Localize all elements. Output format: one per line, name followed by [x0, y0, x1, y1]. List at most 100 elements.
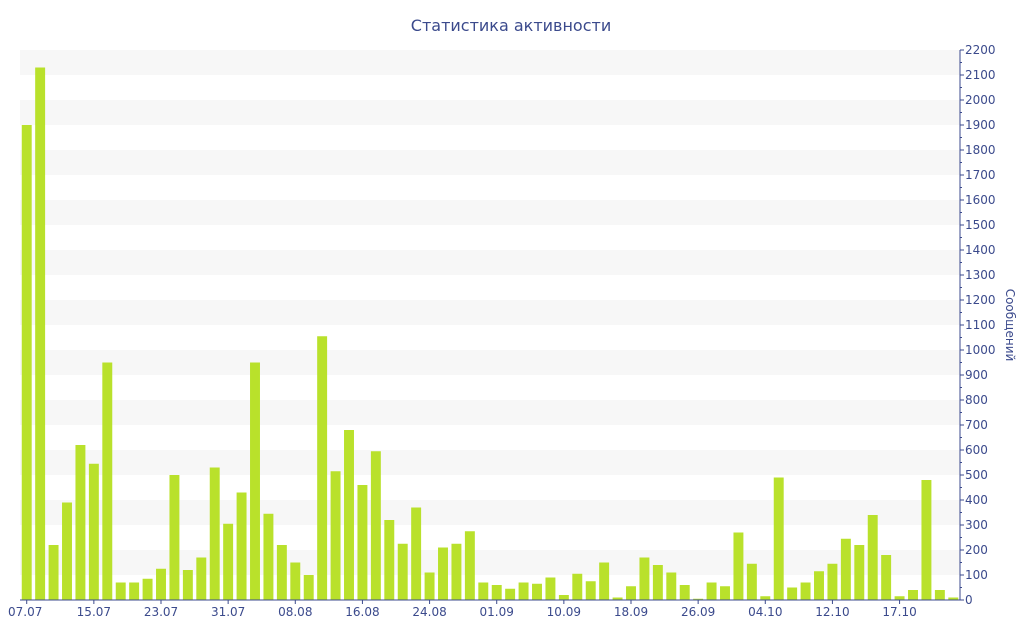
grid-band	[20, 200, 960, 225]
bar	[424, 572, 435, 600]
bar	[693, 598, 704, 600]
bar	[505, 588, 516, 600]
bar	[169, 475, 180, 600]
bar	[840, 538, 851, 600]
bar	[21, 125, 32, 600]
bar	[62, 502, 72, 600]
grid-band	[20, 100, 960, 125]
bar	[518, 582, 529, 600]
bar	[787, 587, 798, 600]
bar	[773, 477, 784, 600]
x-tick-label: 16.08	[345, 605, 379, 619]
grid-band	[20, 450, 960, 475]
y-tick-label: 500	[965, 468, 988, 482]
x-tick-label: 04.10	[748, 605, 782, 619]
y-tick-label: 300	[965, 518, 988, 532]
y-tick-label: 0	[965, 593, 973, 607]
bar	[666, 572, 677, 600]
bars	[21, 67, 959, 600]
bar	[532, 583, 542, 600]
bar	[746, 563, 757, 600]
bar	[142, 578, 153, 600]
x-tick-label: 07.07	[8, 605, 42, 619]
bar	[129, 582, 140, 600]
bar	[558, 595, 569, 600]
bar	[921, 480, 932, 600]
bar	[948, 597, 959, 600]
y-tick-label: 200	[965, 543, 988, 557]
bar	[894, 596, 905, 600]
y-tick-label: 900	[965, 368, 988, 382]
bar	[867, 515, 878, 600]
bar	[182, 570, 193, 600]
y-axis: 0 100 200 300 400 500 600 700 800 900 1000 1100 1200…	[959, 43, 996, 607]
bar	[263, 513, 274, 600]
y-tick-label: 400	[965, 493, 988, 507]
grid-band	[20, 400, 960, 425]
grid-band	[20, 250, 960, 275]
x-axis: 07.07 15.07 23.07 31.07 08.08 16.08 24.08 01.09…	[8, 599, 960, 619]
y-tick-label: 1100	[965, 318, 996, 332]
bar	[706, 582, 717, 600]
bar	[397, 543, 408, 600]
y-tick-label: 800	[965, 393, 988, 407]
bar	[115, 582, 126, 600]
bar	[303, 575, 314, 600]
bar	[464, 531, 475, 600]
bar	[223, 523, 234, 600]
grid-band	[20, 50, 960, 75]
bar	[35, 67, 46, 600]
x-tick-label: 31.07	[211, 605, 245, 619]
grid-band	[20, 350, 960, 375]
bar	[626, 586, 636, 600]
bar	[48, 545, 59, 600]
bar	[572, 573, 583, 600]
y-tick-label: 2100	[965, 68, 996, 82]
bar	[720, 586, 730, 600]
bar	[156, 568, 166, 600]
y-axis-label: Сообщений	[1003, 289, 1017, 362]
chart-title: Статистика активности	[411, 16, 611, 35]
grid-band	[20, 300, 960, 325]
bar	[760, 596, 771, 600]
y-tick-label: 1700	[965, 168, 996, 182]
bar	[451, 543, 462, 600]
y-tick-label: 1200	[965, 293, 996, 307]
grid-band	[20, 150, 960, 175]
bar	[827, 563, 838, 600]
grid-band	[20, 500, 960, 525]
bar	[196, 557, 207, 600]
bar	[854, 545, 865, 600]
x-tick-label: 08.08	[278, 605, 312, 619]
bar	[250, 362, 260, 600]
bar	[102, 362, 113, 600]
bar	[370, 451, 381, 600]
bar	[209, 467, 220, 600]
x-tick-label: 15.07	[77, 605, 111, 619]
bar	[612, 597, 623, 600]
y-tick-label: 1900	[965, 118, 996, 132]
bar	[652, 565, 663, 600]
y-tick-label: 1600	[965, 193, 996, 207]
bar	[814, 571, 824, 600]
bar	[934, 590, 945, 600]
x-tick-label: 24.08	[412, 605, 446, 619]
bar	[800, 582, 811, 600]
bar	[236, 492, 247, 600]
bar	[639, 557, 650, 600]
x-tick-label: 01.09	[480, 605, 514, 619]
x-tick-label: 18.09	[614, 605, 648, 619]
bar	[478, 582, 489, 600]
x-tick-label: 26.09	[681, 605, 715, 619]
y-tick-label: 1000	[965, 343, 996, 357]
bar	[491, 585, 502, 600]
y-tick-label: 1800	[965, 143, 996, 157]
bar	[330, 471, 341, 600]
bar	[679, 585, 690, 600]
bar	[290, 562, 301, 600]
y-tick-label: 1500	[965, 218, 996, 232]
x-tick-label: 12.10	[815, 605, 849, 619]
y-tick-label: 700	[965, 418, 988, 432]
bar	[384, 520, 395, 600]
